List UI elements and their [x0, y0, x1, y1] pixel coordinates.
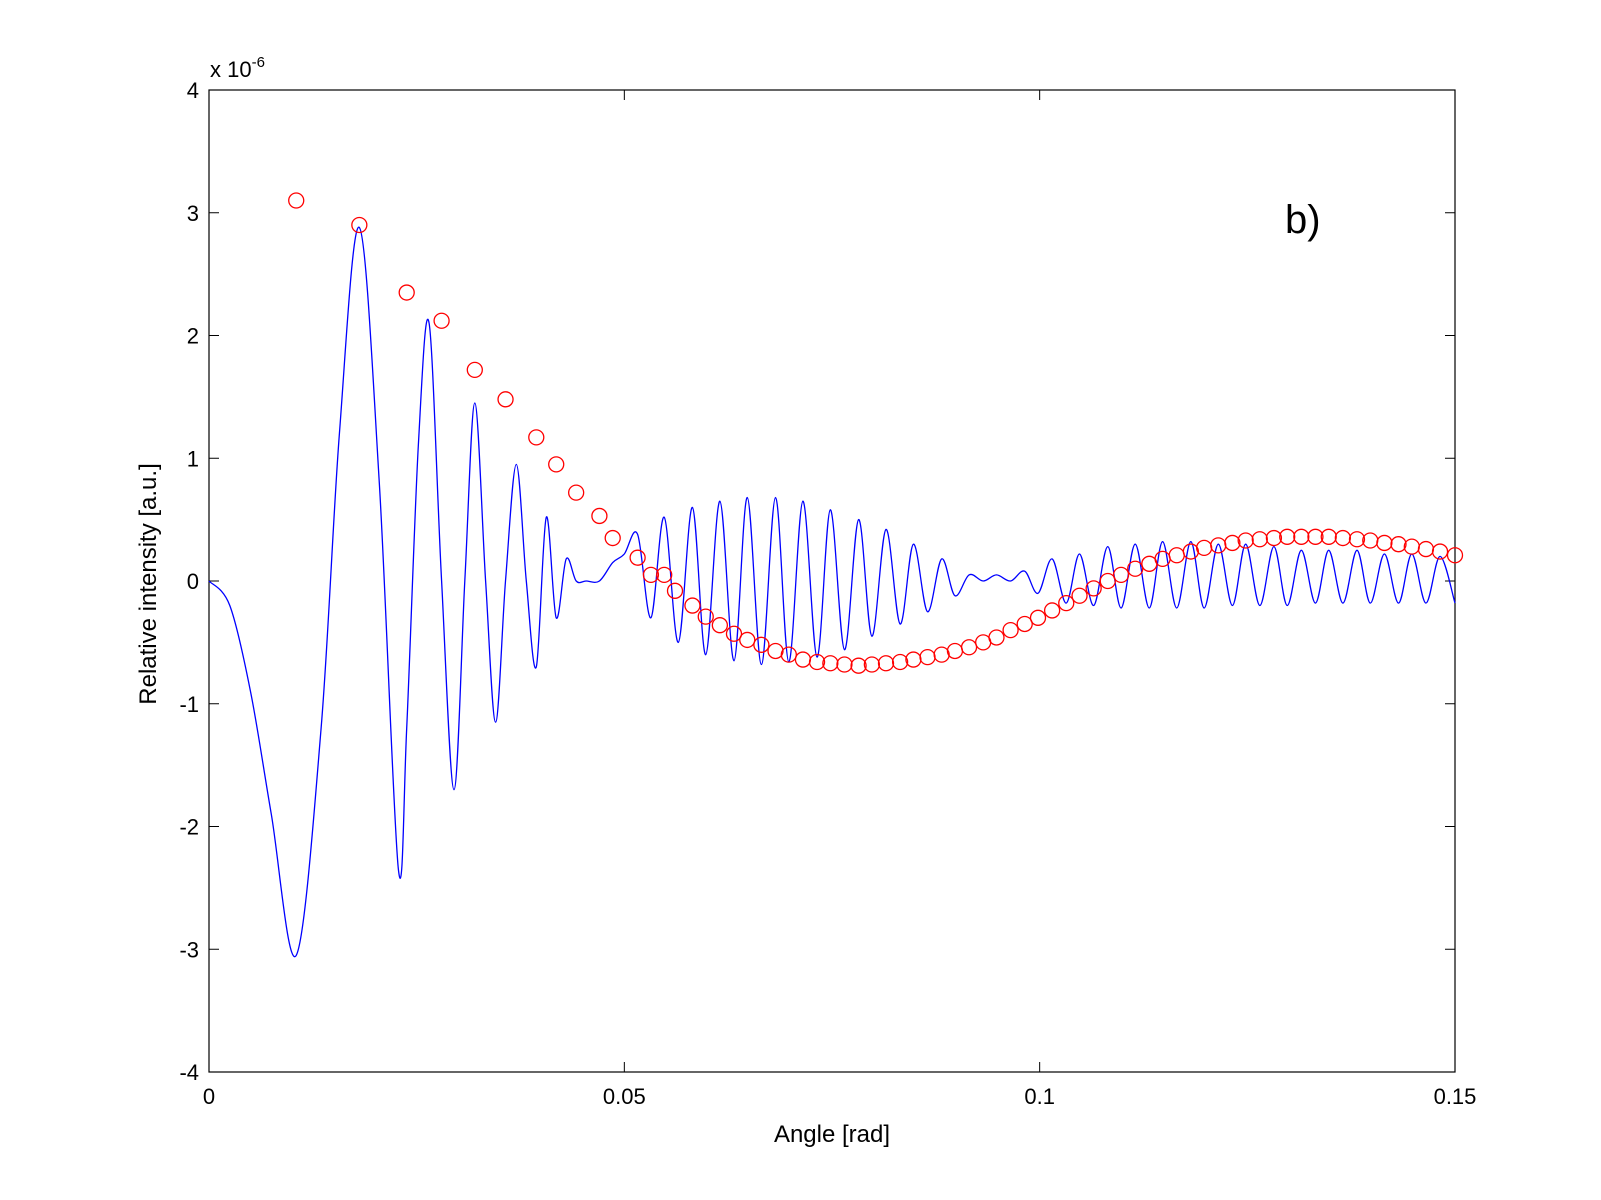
data-point-marker [684, 597, 701, 614]
data-point-marker [877, 655, 895, 672]
data-point-marker [767, 642, 784, 660]
y-axis-label: Relative intensity [a.u.] [135, 463, 162, 704]
y-multiplier-base: x 10 [210, 57, 252, 82]
data-point-marker [1251, 531, 1268, 548]
data-point-marker [1390, 536, 1407, 553]
data-point-marker [988, 629, 1005, 646]
data-point-marker [656, 566, 673, 584]
series-line-0 [208, 226, 1456, 958]
y-tick-label: 4 [187, 78, 199, 103]
data-point-marker [863, 656, 881, 673]
data-point-marker [666, 582, 684, 599]
data-point-marker [960, 639, 978, 656]
data-point-marker [1002, 621, 1019, 639]
data-point-marker [1112, 566, 1130, 584]
data-point-marker [528, 429, 545, 446]
data-point-marker [433, 312, 450, 329]
data-point-marker [398, 284, 415, 301]
data-point-marker [288, 192, 305, 209]
y-tick-label: -1 [179, 692, 199, 717]
x-ticks: 0 0.05 0.1 0.15 [203, 90, 1477, 1109]
data-point-marker [1431, 543, 1449, 560]
data-point-marker [1016, 615, 1033, 633]
data-point-marker [753, 636, 770, 653]
data-point-marker [1293, 528, 1310, 545]
y-ticks: -4 -3 -2 -1 0 1 2 3 4 [179, 78, 1455, 1085]
plot-area [208, 89, 1456, 1073]
y-tick-label: 2 [187, 324, 199, 349]
data-point-marker [1182, 543, 1199, 560]
y-multiplier-exponent: -6 [252, 54, 265, 71]
y-tick-label: 3 [187, 201, 199, 226]
data-point-marker [739, 631, 756, 649]
y-tick-label: -4 [179, 1060, 199, 1085]
data-point-marker [629, 549, 646, 566]
data-point-marker [1307, 528, 1324, 545]
y-tick-label: 1 [187, 446, 199, 471]
data-point-marker [1127, 560, 1144, 577]
data-point-marker [933, 646, 950, 663]
data-point-marker [822, 655, 839, 672]
data-point-marker [466, 361, 483, 379]
data-point-marker [1446, 547, 1464, 564]
data-point-marker [568, 484, 585, 501]
series-layer [208, 192, 1464, 958]
data-point-marker [548, 456, 565, 473]
data-point-marker [836, 656, 853, 673]
data-point-marker [1265, 529, 1283, 547]
data-point-marker [497, 391, 514, 408]
x-tick-label: 0 [203, 1084, 215, 1109]
x-axis-label: Angle [rad] [774, 1121, 890, 1148]
data-point-marker [1320, 528, 1337, 545]
data-point-marker [351, 216, 368, 234]
data-point-marker [1279, 528, 1296, 545]
data-point-marker [642, 566, 660, 584]
data-point-marker [1043, 602, 1061, 619]
data-point-marker [1376, 534, 1393, 552]
data-point-marker [711, 617, 729, 634]
x-tick-label: 0.15 [1434, 1084, 1477, 1109]
data-point-marker [697, 608, 714, 625]
data-point-marker [1071, 587, 1088, 604]
data-point-marker [808, 653, 826, 671]
panel-annotation: b) [1285, 198, 1321, 242]
y-multiplier-label: x 10-6 [210, 54, 265, 82]
data-point-marker [604, 529, 621, 547]
data-point-marker [1348, 531, 1366, 548]
data-point-marker [850, 657, 867, 674]
data-point-marker [591, 507, 608, 525]
data-point-marker [1029, 609, 1047, 626]
y-tick-label: 0 [187, 569, 199, 594]
y-tick-label: -2 [179, 815, 199, 840]
x-tick-label: 0.05 [603, 1084, 646, 1109]
data-point-marker [725, 625, 743, 642]
data-point-marker [1224, 534, 1241, 552]
data-point-marker [1085, 580, 1102, 597]
data-point-marker [891, 653, 909, 671]
data-point-marker [1058, 594, 1075, 612]
x-tick-label: 0.1 [1024, 1084, 1055, 1109]
data-point-marker [1099, 572, 1116, 590]
data-point-marker [1334, 529, 1352, 547]
y-tick-label: -3 [179, 937, 199, 962]
data-point-marker [780, 646, 797, 663]
data-point-marker [1237, 532, 1254, 549]
